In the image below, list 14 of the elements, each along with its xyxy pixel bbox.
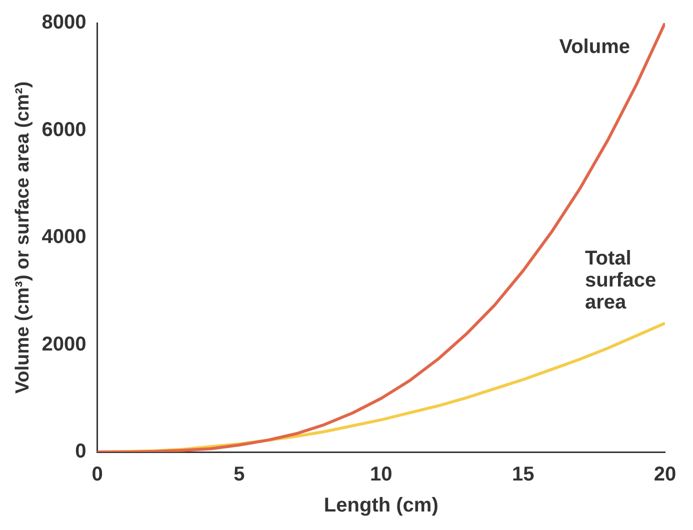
series-label: Total surface area [585,247,656,314]
x-tick-label: 5 [234,464,245,486]
x-axis-title: Length (cm) [324,494,438,517]
y-axis-title: Volume (cm³) or surface area (cm²) [12,81,34,394]
y-tick-label: 4000 [42,226,86,248]
y-tick-label: 8000 [42,12,86,34]
series-label: Volume [559,36,630,58]
x-tick-label: 15 [512,464,534,486]
y-tick-label: 6000 [42,118,86,141]
x-tick-label: 10 [370,464,392,486]
y-tick-label: 0 [75,440,86,463]
y-tick-label: 2000 [42,333,86,356]
x-tick-label: 20 [654,464,676,486]
x-tick-label: 0 [92,464,103,486]
